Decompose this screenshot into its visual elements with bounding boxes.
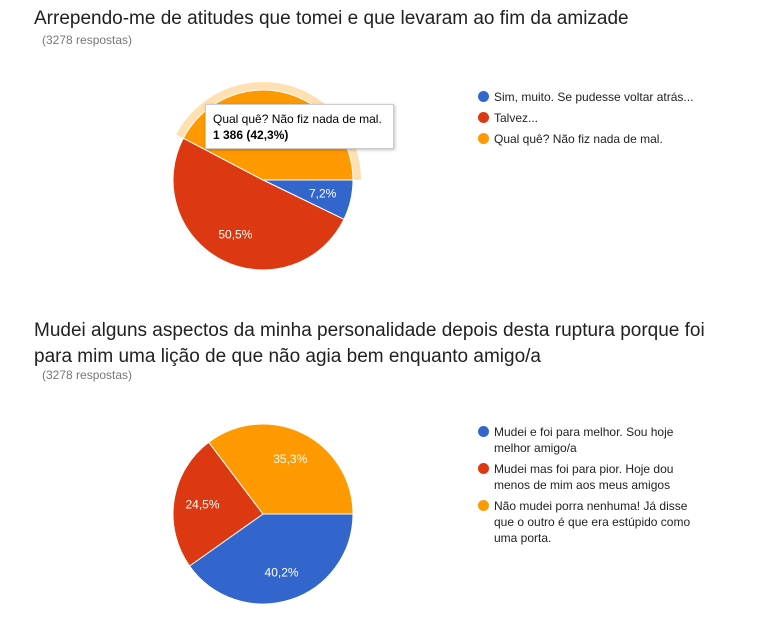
legend-item: Talvez... — [478, 110, 700, 126]
legend-label: Sim, muito. Se pudesse voltar atrás... — [494, 90, 694, 104]
legend-label: Mudei mas foi para pior. Hoje dou menos … — [494, 462, 674, 492]
legend-item: Sim, muito. Se pudesse voltar atrás... — [478, 89, 700, 105]
legend-label: Mudei e foi para melhor. Sou hoje melhor… — [494, 425, 674, 455]
value-label: 7,2% — [309, 187, 337, 201]
legend-swatch — [478, 112, 489, 123]
legend-item: Não mudei porra nenhuma! Já disse que o … — [478, 498, 700, 546]
legend-swatch — [478, 500, 489, 511]
value-label: 35,3% — [273, 452, 307, 466]
chart-subtitle: (3278 respostas) — [42, 33, 133, 47]
slice — [172, 137, 345, 271]
legend-swatch — [478, 133, 489, 144]
legend-swatch — [478, 91, 489, 102]
legend-swatch — [478, 426, 489, 437]
legend: Sim, muito. Se pudesse voltar atrás... Ta… — [478, 89, 700, 152]
value-label: 50,5% — [218, 228, 252, 242]
legend-label: Talvez... — [494, 111, 539, 125]
legend-item: Qual quê? Não fiz nada de mal. — [478, 131, 700, 147]
slice — [172, 441, 264, 567]
value-label: 40,2% — [265, 565, 299, 579]
chart-subtitle: (3278 respostas) — [42, 368, 133, 382]
tooltip: Qual quê? Não fiz nada de mal. 1 386 (42… — [205, 104, 394, 149]
slice — [188, 513, 354, 605]
slice — [208, 423, 354, 515]
tooltip-title: Qual quê? Não fiz nada de mal. — [213, 112, 382, 126]
legend-item: Mudei mas foi para pior. Hoje dou menos … — [478, 461, 700, 493]
legend-swatch — [478, 463, 489, 474]
chart-title: Arrependo-me de atitudes que tomei e que… — [34, 8, 629, 29]
chart-title: Mudei alguns aspectos da minha personali… — [34, 320, 705, 367]
legend-label: Não mudei porra nenhuma! Já disse que o … — [494, 499, 691, 545]
legend-label: Qual quê? Não fiz nada de mal. — [494, 132, 663, 146]
tooltip-text: 1 386 (42,3%) — [213, 128, 289, 142]
value-label: 24,5% — [186, 498, 220, 512]
legend: Mudei e foi para melhor. Sou hoje melhor… — [478, 424, 700, 551]
legend-item: Mudei e foi para melhor. Sou hoje melhor… — [478, 424, 700, 456]
